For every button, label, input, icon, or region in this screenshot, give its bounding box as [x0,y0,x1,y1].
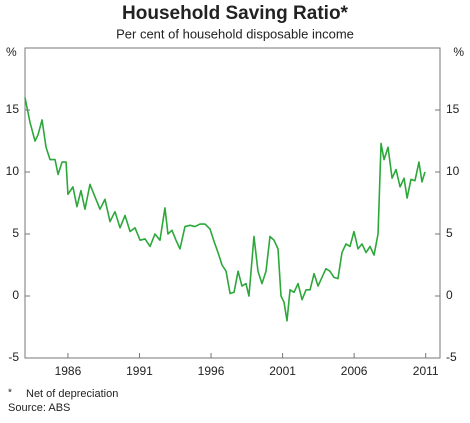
x-tick-label: 2001 [269,364,296,378]
y-tick-label-right: -5 [446,350,457,364]
y-tick-label-right: 10 [446,164,460,178]
x-tick-label: 1996 [198,364,225,378]
x-tick-label: 1986 [55,364,82,378]
y-tick-label-right: 5 [446,226,453,240]
y-tick-label-left: 5 [12,226,19,240]
y-tick-label-left: 0 [12,288,19,302]
chart-title: Household Saving Ratio* [122,3,349,24]
plot-frame [24,47,441,359]
y-unit-right: % [453,45,464,59]
footnote-marker: * [8,388,12,399]
y-unit-left: % [6,45,17,59]
y-tick-label-right: 0 [446,288,453,302]
chart-subtitle: Per cent of household disposable income [116,26,354,41]
source: Source: ABS [8,402,70,414]
y-tick-label-left: 15 [6,102,20,116]
x-tick-label: 2006 [341,364,368,378]
y-tick-label-left: -5 [8,350,19,364]
x-tick-label: 1991 [126,364,153,378]
x-tick-label: 2011 [413,364,439,378]
footnote: Net of depreciation [26,388,118,400]
y-tick-label-left: 10 [6,164,20,178]
data-line [24,97,426,322]
y-tick-label-right: 15 [446,102,460,116]
